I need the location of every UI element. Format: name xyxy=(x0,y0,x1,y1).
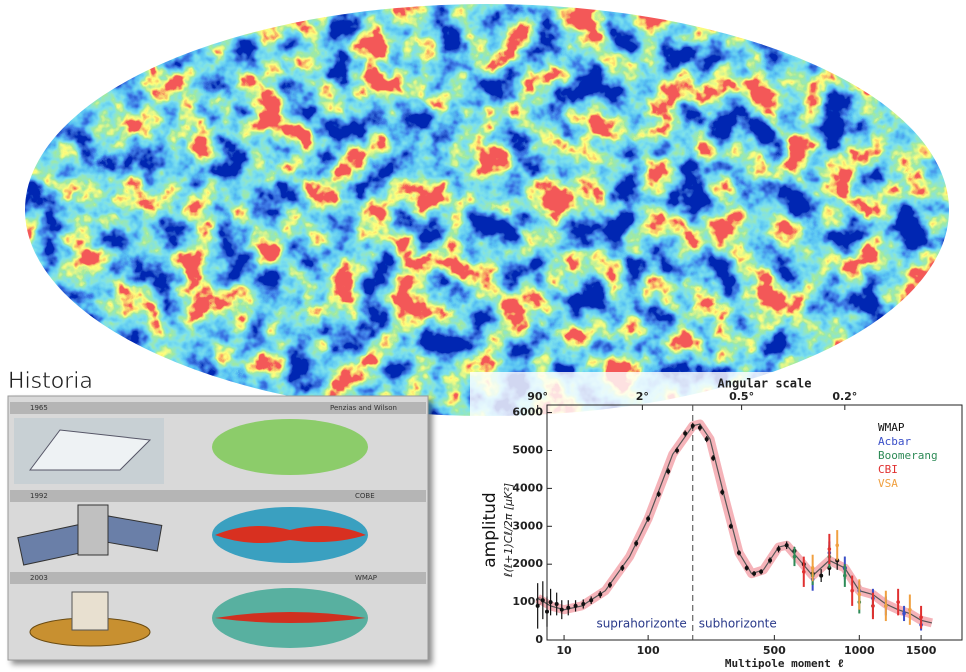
y-tick-label: 6000 xyxy=(512,406,543,419)
data-point xyxy=(675,448,679,452)
x-tick-label: 1000 xyxy=(844,644,875,657)
row-year: 1992 xyxy=(30,492,48,500)
top-tick-label: 0.2° xyxy=(832,390,857,403)
data-point xyxy=(608,583,612,587)
data-point xyxy=(560,608,564,612)
historia-title: Historia xyxy=(8,369,93,394)
legend-entry: VSA xyxy=(878,477,898,490)
y-tick-label: 4000 xyxy=(512,481,543,494)
data-point xyxy=(896,600,900,604)
data-point xyxy=(793,555,797,559)
data-point xyxy=(902,612,906,616)
row-label: WMAP xyxy=(355,574,377,582)
x-tick-label: 1500 xyxy=(906,644,937,657)
data-point xyxy=(545,610,549,614)
scene: Historia 1965 Penzias and Wilson 1992 CO… xyxy=(0,0,966,672)
data-point xyxy=(908,608,912,612)
y-axis-title: amplitud xyxy=(480,492,500,567)
data-point xyxy=(555,602,559,606)
data-point xyxy=(574,604,578,608)
data-point xyxy=(752,572,756,576)
data-point xyxy=(657,492,661,496)
y-axis-label: ℓ(ℓ+1)Cℓ/2π [μK²] xyxy=(502,483,515,578)
data-point xyxy=(683,431,687,435)
data-point xyxy=(581,602,585,606)
legend-entry: Acbar xyxy=(878,435,911,448)
body xyxy=(72,592,108,630)
sky-1965 xyxy=(212,419,368,475)
legend-entry: Boomerang xyxy=(878,449,938,462)
data-point xyxy=(871,604,875,608)
data-point xyxy=(843,574,847,578)
annotation: subhorizonte xyxy=(699,617,777,631)
data-point xyxy=(620,566,624,570)
data-point xyxy=(634,541,638,545)
data-point xyxy=(536,604,540,608)
data-point xyxy=(646,517,650,521)
top-axis-label: Angular scale xyxy=(718,377,812,391)
row-label: COBE xyxy=(355,492,375,500)
data-point xyxy=(745,566,749,570)
data-point xyxy=(698,426,702,430)
data-point xyxy=(720,490,724,494)
data-point xyxy=(541,598,545,602)
x-tick-label: 10 xyxy=(556,644,572,657)
data-point xyxy=(598,593,602,597)
data-point xyxy=(768,558,772,562)
data-point xyxy=(811,566,815,570)
row-label: Penzias and Wilson xyxy=(330,404,397,412)
x-tick-label: 100 xyxy=(637,644,660,657)
data-point xyxy=(884,604,888,608)
data-point xyxy=(777,547,781,551)
row-year: 2003 xyxy=(30,574,48,582)
data-point xyxy=(705,437,709,441)
annotation: suprahorizonte xyxy=(596,617,686,631)
data-point xyxy=(858,593,862,597)
data-point xyxy=(759,570,763,574)
row-year: 1965 xyxy=(30,404,48,412)
data-point xyxy=(666,469,670,473)
data-point xyxy=(835,543,839,547)
data-point xyxy=(802,570,806,574)
cmb-map xyxy=(20,0,960,420)
data-point xyxy=(566,606,570,610)
cmb-texture xyxy=(20,0,960,420)
top-tick-label: 90° xyxy=(527,390,548,403)
legend-entry: CBI xyxy=(878,463,898,476)
data-point xyxy=(828,547,832,551)
page: Historia 1965 Penzias and Wilson 1992 CO… xyxy=(0,0,966,672)
data-point xyxy=(919,615,923,619)
data-point xyxy=(729,524,733,528)
top-tick-label: 2° xyxy=(636,390,649,403)
x-axis-label: Multipole moment ℓ xyxy=(725,657,844,670)
data-point xyxy=(785,543,789,547)
y-tick-label: 5000 xyxy=(512,443,543,456)
body xyxy=(78,505,108,555)
data-point xyxy=(589,598,593,602)
top-tick-label: 0.5° xyxy=(729,390,754,403)
data-point xyxy=(819,574,823,578)
data-point xyxy=(850,589,854,593)
data-point xyxy=(711,456,715,460)
y-tick-label: 0 xyxy=(535,633,543,646)
x-tick-label: 500 xyxy=(763,644,786,657)
data-point xyxy=(691,424,695,428)
legend-entry: WMAP xyxy=(878,421,905,434)
data-point xyxy=(549,600,553,604)
data-point xyxy=(737,551,741,555)
y-tick-label: 3000 xyxy=(512,519,543,532)
y-tick-label: 2000 xyxy=(512,557,543,570)
